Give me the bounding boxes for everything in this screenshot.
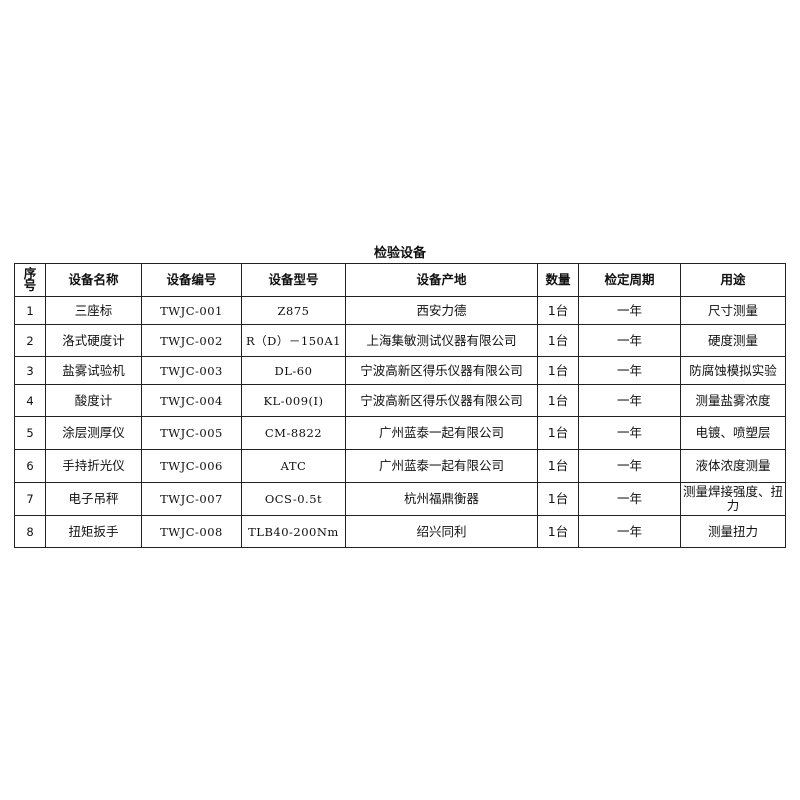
cell-qty: 1台: [537, 356, 579, 385]
cell-usage: 测量盐雾浓度: [680, 384, 786, 417]
cell-code: TWJC-005: [141, 416, 242, 450]
cell-origin: 绍兴同利: [345, 515, 538, 548]
cell-model: OCS-0.5t: [241, 482, 346, 516]
table-row: 8 扭矩扳手 TWJC-008 TLB40-200Nm 绍兴同利 1台 一年 测量扭力: [14, 515, 786, 548]
cell-origin: 广州蓝泰一起有限公司: [345, 416, 538, 450]
cell-usage: 测量焊接强度、扭力: [680, 482, 786, 516]
cell-usage: 测量扭力: [680, 515, 786, 548]
cell-seq: 5: [14, 416, 46, 450]
cell-model: R（D）－150A1: [241, 324, 346, 357]
cell-usage: 电镀、喷塑层: [680, 416, 786, 450]
cell-origin: 广州蓝泰一起有限公司: [345, 449, 538, 483]
cell-code: TWJC-008: [141, 515, 242, 548]
cell-usage: 硬度测量: [680, 324, 786, 357]
cell-seq: 3: [14, 356, 46, 385]
cell-origin: 杭州福鼎衡器: [345, 482, 538, 516]
cell-seq: 1: [14, 296, 46, 325]
cell-origin: 西安力德: [345, 296, 538, 325]
cell-qty: 1台: [537, 384, 579, 417]
cell-model: KL-009(Ⅰ): [241, 384, 346, 417]
cell-seq: 4: [14, 384, 46, 417]
header-usage: 用途: [680, 263, 786, 297]
cell-period: 一年: [578, 416, 681, 450]
header-qty: 数量: [537, 263, 579, 297]
cell-usage: 液体浓度测量: [680, 449, 786, 483]
cell-period: 一年: [578, 515, 681, 548]
table-row: 6 手持折光仪 TWJC-006 ATC 广州蓝泰一起有限公司 1台 一年 液体浓度测量: [14, 449, 786, 483]
cell-model: TLB40-200Nm: [241, 515, 346, 548]
cell-name: 电子吊秤: [45, 482, 142, 516]
cell-period: 一年: [578, 324, 681, 357]
cell-period: 一年: [578, 296, 681, 325]
cell-code: TWJC-006: [141, 449, 242, 483]
cell-seq: 6: [14, 449, 46, 483]
table-title: 检验设备: [373, 246, 426, 261]
header-name: 设备名称: [45, 263, 142, 297]
header-model: 设备型号: [241, 263, 346, 297]
cell-seq: 8: [14, 515, 46, 548]
cell-code: TWJC-002: [141, 324, 242, 357]
cell-code: TWJC-007: [141, 482, 242, 516]
cell-origin: 宁波高新区得乐仪器有限公司: [345, 384, 538, 417]
cell-seq: 7: [14, 482, 46, 516]
table-row: 2 洛式硬度计 TWJC-002 R（D）－150A1 上海集敏测试仪器有限公司 1台 一年…: [14, 324, 786, 357]
cell-usage: 尺寸测量: [680, 296, 786, 325]
cell-name: 手持折光仪: [45, 449, 142, 483]
header-seq: 序号: [14, 263, 46, 297]
cell-qty: 1台: [537, 416, 579, 450]
table-row: 1 三座标 TWJC-001 Z875 西安力德 1台 一年 尺寸测量: [14, 296, 786, 325]
cell-qty: 1台: [537, 515, 579, 548]
cell-name: 盐雾试验机: [45, 356, 142, 385]
cell-qty: 1台: [537, 296, 579, 325]
cell-name: 扭矩扳手: [45, 515, 142, 548]
table-row: 3 盐雾试验机 TWJC-003 DL-60 宁波高新区得乐仪器有限公司 1台 一年 防腐蚀模…: [14, 356, 786, 385]
cell-code: TWJC-001: [141, 296, 242, 325]
cell-model: ATC: [241, 449, 346, 483]
cell-qty: 1台: [537, 324, 579, 357]
cell-name: 酸度计: [45, 384, 142, 417]
table-row: 7 电子吊秤 TWJC-007 OCS-0.5t 杭州福鼎衡器 1台 一年 测量焊接强度、扭力: [14, 482, 786, 516]
cell-model: DL-60: [241, 356, 346, 385]
equipment-table: 序号 设备名称 设备编号 设备型号 设备产地 数量 检定周期 用途 1 三座标 TW…: [14, 263, 786, 548]
cell-code: TWJC-003: [141, 356, 242, 385]
cell-origin: 上海集敏测试仪器有限公司: [345, 324, 538, 357]
cell-model: CM-8822: [241, 416, 346, 450]
cell-origin: 宁波高新区得乐仪器有限公司: [345, 356, 538, 385]
cell-usage: 防腐蚀模拟实验: [680, 356, 786, 385]
table-row: 5 涂层测厚仪 TWJC-005 CM-8822 广州蓝泰一起有限公司 1台 一年 电镀、喷塑…: [14, 416, 786, 450]
cell-code: TWJC-004: [141, 384, 242, 417]
header-code: 设备编号: [141, 263, 242, 297]
cell-name: 涂层测厚仪: [45, 416, 142, 450]
cell-name: 三座标: [45, 296, 142, 325]
cell-qty: 1台: [537, 449, 579, 483]
cell-period: 一年: [578, 384, 681, 417]
cell-period: 一年: [578, 449, 681, 483]
cell-seq: 2: [14, 324, 46, 357]
header-row: 序号 设备名称 设备编号 设备型号 设备产地 数量 检定周期 用途: [14, 263, 786, 297]
header-origin: 设备产地: [345, 263, 538, 297]
cell-qty: 1台: [537, 482, 579, 516]
cell-model: Z875: [241, 296, 346, 325]
cell-period: 一年: [578, 356, 681, 385]
cell-name: 洛式硬度计: [45, 324, 142, 357]
table-row: 4 酸度计 TWJC-004 KL-009(Ⅰ) 宁波高新区得乐仪器有限公司 1台 一年 测量…: [14, 384, 786, 417]
cell-period: 一年: [578, 482, 681, 516]
header-period: 检定周期: [578, 263, 681, 297]
